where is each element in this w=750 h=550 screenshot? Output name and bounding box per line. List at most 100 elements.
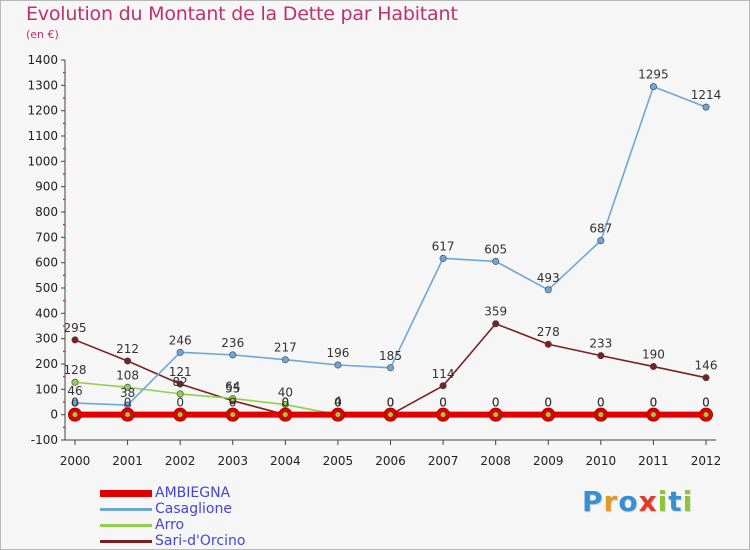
data-point xyxy=(334,361,342,369)
y-tick-label: 700 xyxy=(35,230,58,244)
legend-swatch xyxy=(100,524,152,527)
data-label: 185 xyxy=(379,349,402,363)
data-label: 0 xyxy=(387,396,395,410)
data-point-center xyxy=(493,412,499,418)
data-label: 0 xyxy=(124,396,132,410)
data-label: 0 xyxy=(597,396,605,410)
data-point-center xyxy=(703,412,709,418)
data-label: 0 xyxy=(544,396,552,410)
data-point xyxy=(439,382,447,390)
x-tick-label: 2007 xyxy=(428,454,459,468)
data-label: 605 xyxy=(484,242,507,256)
data-label: 4 xyxy=(334,395,342,409)
data-label: 0 xyxy=(176,396,184,410)
legend-swatch xyxy=(100,490,152,497)
data-label: 0 xyxy=(597,396,605,410)
x-tick-label: 2010 xyxy=(586,454,617,468)
logo-letter: i xyxy=(657,485,669,518)
data-label: 0 xyxy=(650,396,658,410)
data-label: 190 xyxy=(642,348,665,362)
data-point xyxy=(386,364,394,372)
data-point xyxy=(492,257,500,265)
logo-letter: x xyxy=(638,485,658,518)
y-tick-label: 400 xyxy=(35,306,58,320)
data-point-center xyxy=(335,412,341,418)
y-tick-label: 800 xyxy=(35,205,58,219)
data-label: 246 xyxy=(169,333,192,347)
data-label: 0 xyxy=(439,396,447,410)
y-tick-label: 900 xyxy=(35,180,58,194)
data-label: 0 xyxy=(702,396,710,410)
y-tick-label: 500 xyxy=(35,281,58,295)
legend-swatch xyxy=(100,508,152,511)
y-tick-label: -100 xyxy=(31,433,58,447)
legend-swatch xyxy=(100,540,152,543)
data-point-center xyxy=(282,412,288,418)
data-point xyxy=(597,352,605,360)
data-label: 196 xyxy=(326,346,349,360)
data-point xyxy=(649,363,657,371)
data-label: 121 xyxy=(169,365,192,379)
data-label: 38 xyxy=(120,386,135,400)
x-tick-label: 2009 xyxy=(533,454,564,468)
y-tick-label: 600 xyxy=(35,256,58,270)
y-tick-label: 0 xyxy=(50,408,58,422)
data-point xyxy=(281,356,289,364)
data-point xyxy=(544,286,552,294)
data-point-center xyxy=(230,412,236,418)
data-point-center xyxy=(125,412,131,418)
data-label: 359 xyxy=(484,305,507,319)
y-tick-label: 1400 xyxy=(27,53,58,67)
data-point xyxy=(544,340,552,348)
y-tick-label: 1300 xyxy=(27,78,58,92)
data-label: 0 xyxy=(387,396,395,410)
data-point-center xyxy=(598,412,604,418)
legend-label: AMBIEGNA xyxy=(155,485,231,501)
x-tick-label: 2012 xyxy=(691,454,722,468)
x-tick-label: 2003 xyxy=(217,454,248,468)
x-tick-label: 2001 xyxy=(112,454,143,468)
data-label: 0 xyxy=(492,396,500,410)
data-label: 233 xyxy=(589,337,612,351)
logo-letter: r xyxy=(603,485,619,518)
data-point xyxy=(649,83,657,91)
data-label: 0 xyxy=(334,396,342,410)
data-label: 278 xyxy=(537,325,560,339)
data-label: 217 xyxy=(274,341,297,355)
x-tick-label: 2008 xyxy=(480,454,511,468)
chart-subtitle: (en €) xyxy=(26,28,59,41)
data-label: 108 xyxy=(116,368,139,382)
x-tick-label: 2011 xyxy=(638,454,669,468)
legend-label: Casaglione xyxy=(155,501,232,517)
data-label: 212 xyxy=(116,342,139,356)
data-label: 1295 xyxy=(638,68,669,82)
x-tick-label: 2004 xyxy=(270,454,301,468)
data-point xyxy=(229,351,237,359)
data-label: 0 xyxy=(334,396,342,410)
data-point xyxy=(702,103,710,111)
data-label: 493 xyxy=(537,271,560,285)
data-point xyxy=(229,394,237,402)
logo-letter: o xyxy=(618,485,639,518)
data-label: 0 xyxy=(702,396,710,410)
x-tick-label: 2002 xyxy=(165,454,196,468)
chart-title: Evolution du Montant de la Dette par Hab… xyxy=(26,3,458,25)
proxiti-logo: Proxiti xyxy=(582,485,693,518)
data-label: 55 xyxy=(225,382,240,396)
legend-label: Arro xyxy=(155,517,185,533)
data-point-center xyxy=(388,412,393,418)
data-point xyxy=(124,383,132,391)
data-label: 1214 xyxy=(691,88,722,102)
data-point xyxy=(71,378,79,386)
data-point-center xyxy=(545,412,551,418)
logo-letter: t xyxy=(668,485,683,518)
data-label: 82 xyxy=(173,375,188,389)
data-point xyxy=(124,357,132,365)
y-tick-label: 300 xyxy=(35,332,58,346)
data-label: 128 xyxy=(64,363,87,377)
y-tick-label: 1100 xyxy=(27,129,58,143)
data-point-center xyxy=(72,412,78,418)
data-point xyxy=(71,336,79,344)
data-label: 114 xyxy=(432,367,455,381)
